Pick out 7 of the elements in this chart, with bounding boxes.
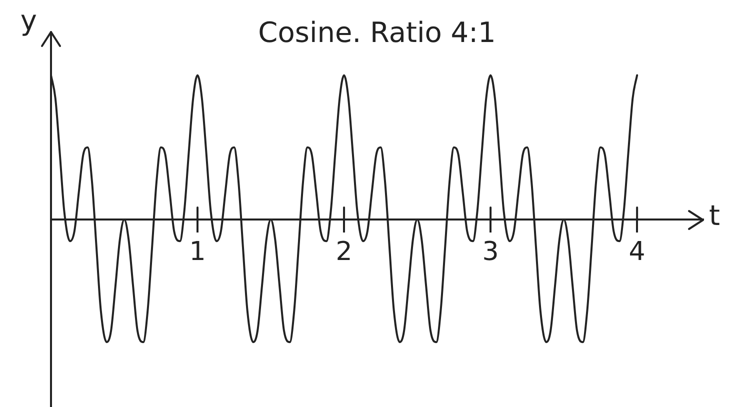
x-axis-title: t (709, 198, 720, 232)
x-tick-label: 4 (628, 236, 646, 267)
y-axis-title: y (20, 4, 37, 37)
x-tick-label: 2 (336, 236, 352, 267)
x-tick-label: 1 (189, 236, 206, 267)
chart-title: Cosine. Ratio 4:1 (258, 16, 496, 49)
x-tick-label: 3 (482, 236, 499, 267)
